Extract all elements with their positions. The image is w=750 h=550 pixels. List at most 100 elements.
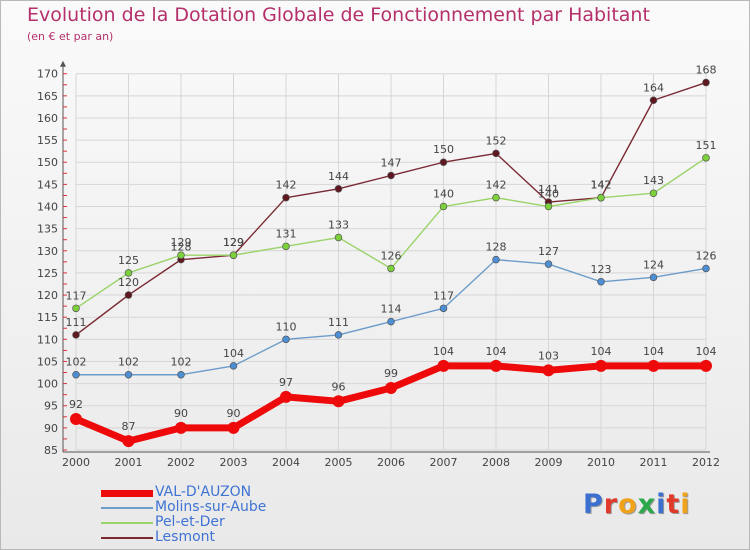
data-point: [702, 264, 710, 273]
chart-subtitle: (en € et par an): [27, 30, 114, 43]
data-label: 129: [223, 236, 244, 249]
data-point: [282, 335, 290, 344]
y-tick-label: 140: [37, 201, 58, 214]
legend-item-lesmont: Lesmont: [101, 530, 321, 545]
data-label: 128: [486, 241, 507, 254]
y-tick-label: 120: [37, 289, 58, 302]
legend-swatch-val-d-auzon: [101, 489, 153, 497]
x-tick-label: 2005: [325, 456, 353, 469]
legend-swatch-pel-et-der: [101, 522, 153, 524]
legend-item-molins-sur-aube: Molins-sur-Aube: [101, 500, 321, 515]
x-tick-label: 2011: [640, 456, 668, 469]
x-tick-label: 2002: [167, 456, 195, 469]
data-label: 140: [538, 188, 559, 201]
data-point: [70, 413, 82, 426]
data-label: 140: [433, 188, 454, 201]
data-point: [282, 242, 290, 251]
data-label: 133: [328, 219, 349, 232]
data-point: [702, 78, 710, 87]
data-label: 142: [591, 179, 612, 192]
y-axis-arrow: [60, 60, 66, 67]
data-label: 142: [486, 179, 507, 192]
data-point: [387, 264, 395, 273]
x-tick-label: 2006: [377, 456, 405, 469]
data-point: [124, 269, 133, 277]
y-tick-label: 95: [44, 400, 58, 413]
y-tick-label: 150: [37, 156, 58, 169]
data-label: 147: [381, 157, 402, 170]
data-label: 124: [643, 258, 664, 271]
data-point: [334, 233, 343, 242]
data-label: 92: [69, 398, 83, 411]
data-label: 120: [118, 276, 139, 289]
data-label: 125: [118, 254, 139, 267]
data-point: [387, 317, 395, 326]
data-point: [597, 193, 605, 202]
x-tick-label: 2008: [482, 456, 510, 469]
data-point: [280, 390, 292, 403]
data-point: [649, 273, 658, 282]
data-point: [124, 291, 133, 299]
legend-item-val-d-auzon: VAL-D'AUZON: [101, 485, 321, 500]
data-point: [72, 331, 80, 339]
data-point: [439, 158, 448, 166]
data-label: 131: [276, 227, 297, 240]
y-tick-label: 160: [37, 112, 58, 125]
x-tick-label: 2004: [272, 456, 300, 469]
data-point: [124, 370, 133, 379]
data-point: [647, 359, 660, 372]
data-label: 102: [118, 356, 139, 369]
data-point: [122, 435, 135, 448]
data-label: 104: [591, 345, 612, 358]
logo-letter: i: [680, 489, 691, 520]
data-point: [334, 331, 343, 339]
x-tick-label: 2001: [115, 456, 143, 469]
data-point: [229, 251, 238, 259]
data-label: 144: [328, 170, 349, 183]
data-label: 150: [433, 143, 454, 156]
data-point: [700, 359, 712, 372]
data-label: 164: [643, 81, 664, 94]
data-point: [72, 370, 80, 379]
y-tick-label: 135: [37, 223, 58, 236]
legend-swatch-molins-sur-aube: [101, 507, 153, 509]
y-tick-label: 115: [37, 311, 58, 324]
data-point: [544, 260, 553, 268]
y-tick-label: 105: [37, 355, 58, 368]
data-label: 104: [433, 345, 454, 358]
x-tick-label: 2010: [587, 456, 615, 469]
data-point: [649, 189, 658, 197]
data-point: [492, 193, 500, 202]
legend-label-lesmont: Lesmont: [155, 529, 216, 545]
chart-title: Evolution de la Dotation Globale de Fonc…: [27, 4, 650, 26]
y-tick-label: 145: [37, 178, 58, 191]
data-label: 104: [486, 345, 507, 358]
data-point: [175, 421, 187, 434]
data-point: [595, 359, 607, 372]
legend-swatch-lesmont: [101, 537, 153, 539]
data-point: [72, 304, 80, 313]
logo-letter: o: [618, 489, 638, 520]
data-label: 102: [66, 356, 87, 369]
data-point: [385, 382, 397, 395]
data-label: 143: [643, 174, 664, 187]
x-tick-label: 2000: [62, 456, 90, 469]
data-point: [229, 362, 238, 370]
data-label: 97: [279, 376, 293, 389]
data-point: [282, 193, 290, 202]
x-tick-label: 2003: [220, 456, 248, 469]
data-label: 99: [384, 367, 398, 380]
legend-label-pel-et-der: Pel-et-Der: [155, 514, 225, 530]
y-tick-label: 85: [44, 444, 58, 457]
data-point: [387, 171, 395, 180]
x-tick-label: 2012: [692, 456, 720, 469]
data-point: [177, 370, 185, 379]
data-label: 123: [591, 263, 612, 276]
data-label: 141: [538, 183, 559, 196]
logo-letter: x: [637, 489, 657, 520]
data-label: 90: [174, 407, 188, 420]
data-point: [332, 395, 345, 408]
data-point: [439, 202, 448, 211]
data-label: 142: [591, 179, 612, 192]
data-point: [597, 278, 605, 286]
